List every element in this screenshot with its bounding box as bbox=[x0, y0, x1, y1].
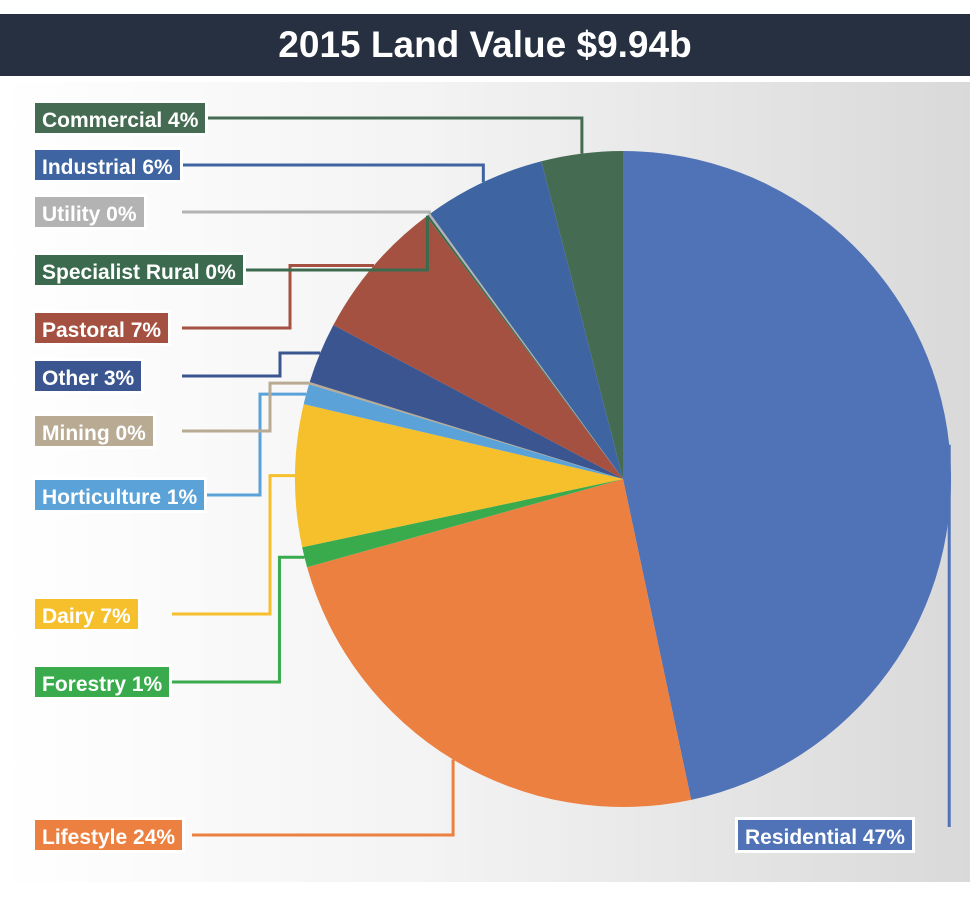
pie-slice-mining bbox=[308, 382, 623, 479]
leader-line-specialist bbox=[182, 215, 429, 272]
pie-slice-commercial bbox=[541, 151, 623, 479]
pie-slice-utility bbox=[428, 213, 623, 479]
pie-slice-lifestyle bbox=[307, 479, 692, 807]
legend-label-lifestyle: Lifestyle 24% bbox=[32, 817, 186, 853]
leader-line-industrial bbox=[182, 163, 485, 183]
leader-line-pastoral bbox=[182, 264, 374, 330]
legend-label-utility: Utility 0% bbox=[32, 194, 147, 230]
leader-line-commercial bbox=[182, 116, 584, 154]
pie-slice-dairy bbox=[295, 404, 623, 548]
pie-slice-pastoral bbox=[333, 216, 623, 479]
legend-label-dairy: Dairy 7% bbox=[32, 596, 141, 632]
legend-label-commercial: Commercial 4% bbox=[32, 100, 209, 136]
pie-slice-industrial bbox=[430, 161, 623, 479]
leader-line-other bbox=[182, 351, 321, 378]
legend-label-residential: Residential 47% bbox=[735, 817, 915, 853]
pie-chart bbox=[172, 116, 951, 837]
pie-slice-horticulture bbox=[303, 384, 623, 479]
leader-line-mining bbox=[182, 381, 310, 433]
chart-area: Residential 47% Lifestyle 24% Forestry 1% D… bbox=[0, 82, 970, 882]
pie-slice-other bbox=[309, 325, 623, 479]
legend-label-other: Other 3% bbox=[32, 358, 145, 394]
legend-label-pastoral: Pastoral 7% bbox=[32, 310, 172, 346]
legend-label-forestry: Forestry 1% bbox=[32, 664, 173, 700]
leader-line-utility bbox=[182, 210, 431, 215]
legend-label-industrial: Industrial 6% bbox=[32, 147, 183, 183]
leader-line-horticulture bbox=[182, 392, 307, 497]
pie-slice-residential bbox=[623, 151, 951, 800]
leader-line-lifestyle bbox=[192, 759, 455, 837]
legend-label-specialist: Specialist Rural 0% bbox=[32, 252, 246, 288]
leader-line-dairy bbox=[172, 474, 296, 616]
leader-line-forestry bbox=[172, 555, 305, 684]
chart-title: 2015 Land Value $9.94b bbox=[0, 14, 970, 76]
pie-slice-forestry bbox=[302, 479, 623, 568]
legend-label-horticulture: Horticulture 1% bbox=[32, 477, 208, 513]
pie-slice-specialist bbox=[426, 214, 623, 480]
legend-label-mining: Mining 0% bbox=[32, 413, 156, 449]
